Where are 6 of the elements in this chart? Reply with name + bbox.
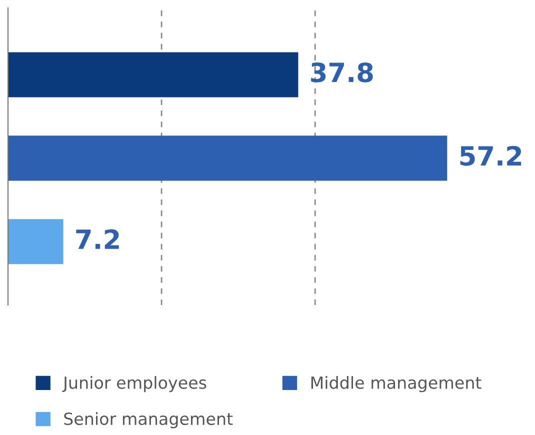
legend-label: Senior management: [64, 412, 233, 428]
data-label: 37.8: [311, 62, 373, 82]
legend-label: Middle management: [311, 376, 482, 392]
data-label: 7.2: [76, 229, 119, 249]
legend-label: Junior employees: [62, 376, 206, 392]
data-label: 57.2: [460, 146, 522, 166]
